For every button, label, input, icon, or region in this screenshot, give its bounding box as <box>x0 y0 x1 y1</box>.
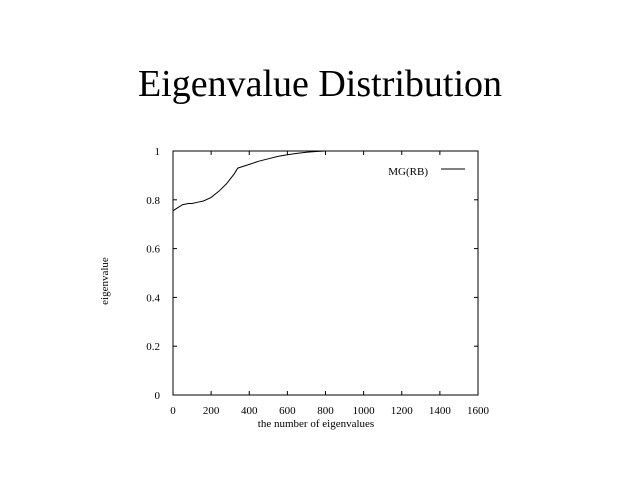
y-tick-label: 1 <box>155 146 161 158</box>
x-tick-label: 1600 <box>467 405 490 417</box>
legend: MG(RB) <box>388 166 465 178</box>
x-axis-ticks: 0 200 400 600 800 1000 1200 1400 1600 <box>170 151 490 417</box>
y-tick-label: 0 <box>155 390 161 402</box>
x-tick-label: 1200 <box>391 405 414 417</box>
x-tick-label: 0 <box>170 405 176 417</box>
x-tick-label: 400 <box>241 405 258 417</box>
slide-title: Eigenvalue Distribution <box>137 63 503 105</box>
y-axis-label: eigenvalue <box>99 257 111 305</box>
legend-label: MG(RB) <box>388 166 428 178</box>
y-axis-ticks: 0 0.2 0.4 0.6 0.8 1 <box>146 146 478 402</box>
x-tick-label: 1400 <box>429 405 452 417</box>
y-tick-label: 0.6 <box>146 244 160 256</box>
y-tick-label: 0.2 <box>146 341 160 353</box>
series-layer <box>172 150 326 212</box>
series-line <box>172 150 326 212</box>
x-axis-label: the number of eigenvalues <box>258 418 374 430</box>
x-tick-label: 1000 <box>353 405 376 417</box>
y-tick-label: 0.4 <box>146 292 160 304</box>
x-tick-label: 600 <box>279 405 296 417</box>
x-tick-label: 200 <box>203 405 220 417</box>
plot-frame <box>172 150 479 396</box>
x-tick-label: 800 <box>317 405 334 417</box>
y-tick-label: 0.8 <box>146 195 160 207</box>
